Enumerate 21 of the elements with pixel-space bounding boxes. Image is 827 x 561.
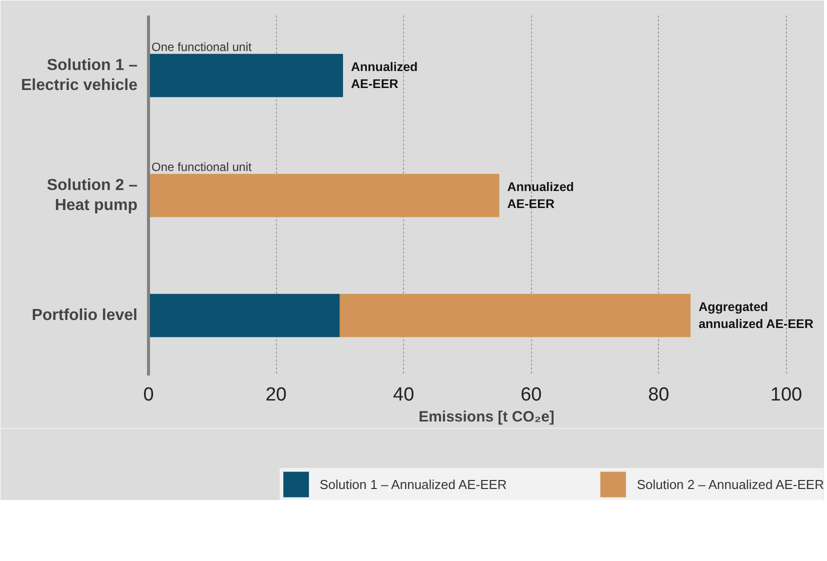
x-tick-label: 60 <box>520 384 542 406</box>
x-tick-label: 100 <box>770 384 802 406</box>
y-tick-label: Solution 1 – Electric vehicle <box>20 56 138 94</box>
x-tick-label: 0 <box>143 384 154 406</box>
annotation: Annualized AE-EER <box>351 60 418 91</box>
annotation: Aggregated annualized AE-EER <box>698 300 814 331</box>
x-tick-label: 80 <box>648 384 670 406</box>
x-axis-title: Emissions [t CO₂e] <box>418 408 554 426</box>
bar <box>148 294 340 338</box>
bar <box>148 54 344 98</box>
x-tick-label: 20 <box>265 384 287 406</box>
legend-label: Solution 1 – Annualized AE-EER <box>320 476 507 494</box>
x-tick-label: 40 <box>393 384 414 406</box>
annotation: Annualized AE-EER <box>507 180 574 211</box>
y-tick-label: Portfolio level <box>32 307 138 324</box>
bar <box>340 294 691 338</box>
annotation: One functional unit <box>152 160 252 174</box>
annotation: One functional unit <box>152 40 252 54</box>
y-tick-label: Solution 2 – Heat pump <box>46 176 138 214</box>
bar <box>148 174 500 218</box>
legend-label: Solution 2 – Annualized AE-EER <box>636 476 824 494</box>
